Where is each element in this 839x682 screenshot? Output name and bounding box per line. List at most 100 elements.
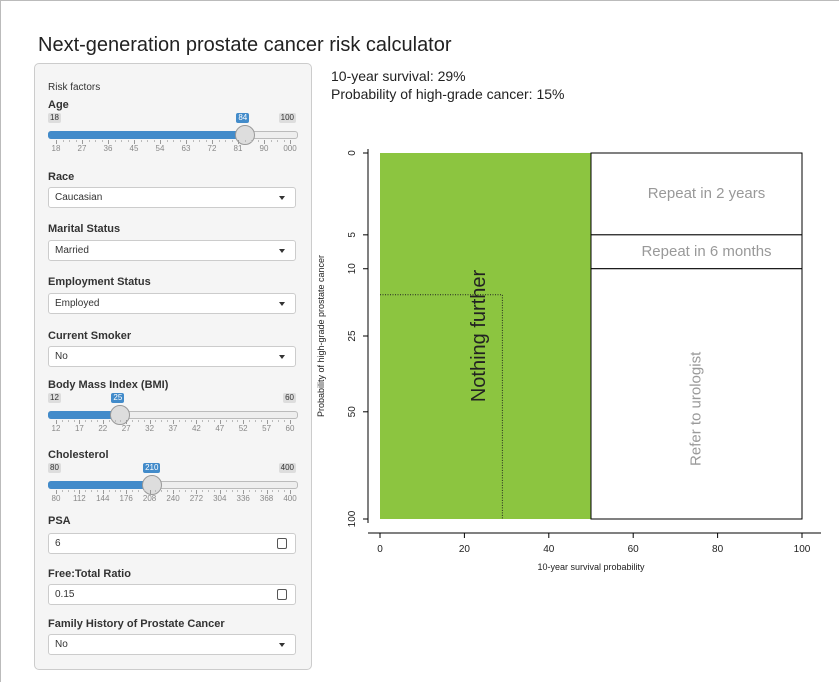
slider-minor-tick — [208, 420, 210, 422]
slider-minor-tick — [272, 420, 274, 422]
y-tick-label: 100 — [347, 510, 358, 527]
slider-tick — [290, 420, 291, 424]
slider-minor-tick — [85, 420, 87, 422]
slider-tick — [173, 490, 174, 494]
slider-minor-tick — [208, 490, 210, 492]
slider-minor-tick — [140, 140, 142, 142]
select-box[interactable]: Married — [48, 240, 296, 261]
slider-tick — [134, 140, 135, 144]
select-box[interactable]: No — [48, 346, 296, 367]
slider-minor-tick — [213, 420, 215, 422]
slider-minor-tick — [108, 420, 110, 422]
slider-minor-tick — [137, 420, 139, 422]
slider-minor-tick — [62, 140, 64, 142]
region-label: Nothing further — [468, 270, 490, 403]
slider-tick-label: 81 — [233, 144, 243, 153]
slider-tick — [243, 490, 245, 494]
slider-tick-label: 37 — [168, 424, 178, 433]
region-label: Repeat in 2 years — [648, 185, 766, 202]
slider-minor-tick — [225, 420, 227, 422]
region — [590, 152, 803, 236]
slider-minor-tick — [166, 140, 168, 142]
slider-min: 80 — [48, 463, 61, 473]
input-label: PSA — [48, 515, 71, 527]
slider-tick-label: 000 — [283, 144, 297, 153]
slider-value: 210 — [143, 463, 161, 473]
y-tick-label: 10 — [347, 263, 358, 275]
slider-minor-tick — [108, 490, 110, 492]
slider-fill — [48, 131, 245, 139]
slider-tick — [266, 490, 268, 494]
slider-tick — [219, 490, 221, 494]
slider-minor-tick — [96, 420, 98, 422]
slider-tick-label: 27 — [77, 144, 87, 153]
slider-minor-tick — [244, 140, 246, 142]
slider-minor-tick — [85, 490, 87, 492]
select-box[interactable]: Employed — [48, 293, 296, 314]
slider-thumb[interactable] — [235, 125, 256, 145]
select-box[interactable]: No — [48, 634, 296, 655]
slider-minor-tick — [167, 420, 169, 422]
slider[interactable]: 18 100 84 18 27 36 45 54 63 72 81 90 000 — [48, 113, 298, 157]
slider-thumb[interactable] — [110, 405, 131, 425]
slider-tick — [243, 420, 245, 424]
slider-minor-tick — [120, 490, 122, 492]
slider-tick — [79, 490, 81, 494]
slider-minor-tick — [202, 490, 204, 492]
slider-tick-label: 112 — [73, 494, 86, 503]
slider-minor-tick — [190, 490, 192, 492]
slider-minor-tick — [67, 420, 69, 422]
slider-tick-label: 57 — [262, 424, 272, 433]
slider-minor-tick — [260, 420, 262, 422]
page-title: Next-generation prostate cancer risk cal… — [38, 34, 452, 56]
slider[interactable]: 12 60 25 12 17 22 27 32 37 42 47 52 57 60 — [48, 393, 298, 437]
sidebar-heading: Risk factors — [48, 82, 101, 93]
slider[interactable]: 80 400 210 80 112 144 176 208 240 272 304 336 368 400 — [48, 463, 298, 507]
slider-minor-tick — [161, 420, 163, 422]
slider-tick-label: 304 — [213, 494, 227, 503]
slider-minor-tick — [161, 490, 163, 492]
slider-minor-tick — [277, 140, 278, 142]
slider-tick-label: 17 — [74, 424, 84, 433]
select-caret — [279, 355, 285, 359]
slider-tick-label: 27 — [121, 424, 131, 433]
slider-thumb[interactable] — [142, 475, 163, 495]
slider-minor-tick — [147, 140, 148, 142]
slider-tick — [264, 140, 265, 144]
number-input[interactable]: 0.15 — [48, 584, 296, 605]
slider-max: 60 — [283, 393, 296, 403]
slider-tick-label: 63 — [181, 144, 191, 153]
input-label: Race — [48, 171, 75, 183]
slider-minor-tick — [225, 490, 227, 492]
slider-tick — [266, 420, 268, 424]
slider-tick-label: 336 — [236, 494, 250, 503]
slider-minor-tick — [121, 140, 122, 142]
slider-tick — [219, 420, 221, 424]
slider-minor-tick — [192, 140, 194, 142]
slider-minor-tick — [231, 490, 233, 492]
slider-minor-tick — [254, 420, 256, 422]
slider-minor-tick — [283, 140, 285, 142]
input-label: Family History of Prostate Cancer — [48, 618, 225, 630]
select-box[interactable]: Caucasian — [48, 187, 296, 208]
slider-minor-tick — [284, 420, 286, 422]
slider-min: 18 — [48, 113, 61, 123]
y-tick-label: 5 — [347, 232, 358, 238]
slider-minor-tick — [101, 140, 103, 142]
number-input[interactable]: 6 — [48, 533, 296, 554]
slider-fill — [48, 411, 120, 419]
slider-minor-tick — [173, 140, 174, 142]
slider-minor-tick — [270, 140, 272, 142]
slider-tick — [196, 490, 198, 494]
x-tick-label: 60 — [628, 544, 640, 555]
slider-minor-tick — [155, 420, 157, 422]
y-tick-label: 50 — [347, 406, 358, 418]
spinner — [277, 538, 287, 549]
slider-minor-tick — [254, 490, 256, 492]
slider-tick — [56, 420, 57, 424]
spinner — [277, 589, 287, 600]
input-label: Current Smoker — [48, 330, 132, 342]
slider-minor-tick — [251, 140, 252, 142]
